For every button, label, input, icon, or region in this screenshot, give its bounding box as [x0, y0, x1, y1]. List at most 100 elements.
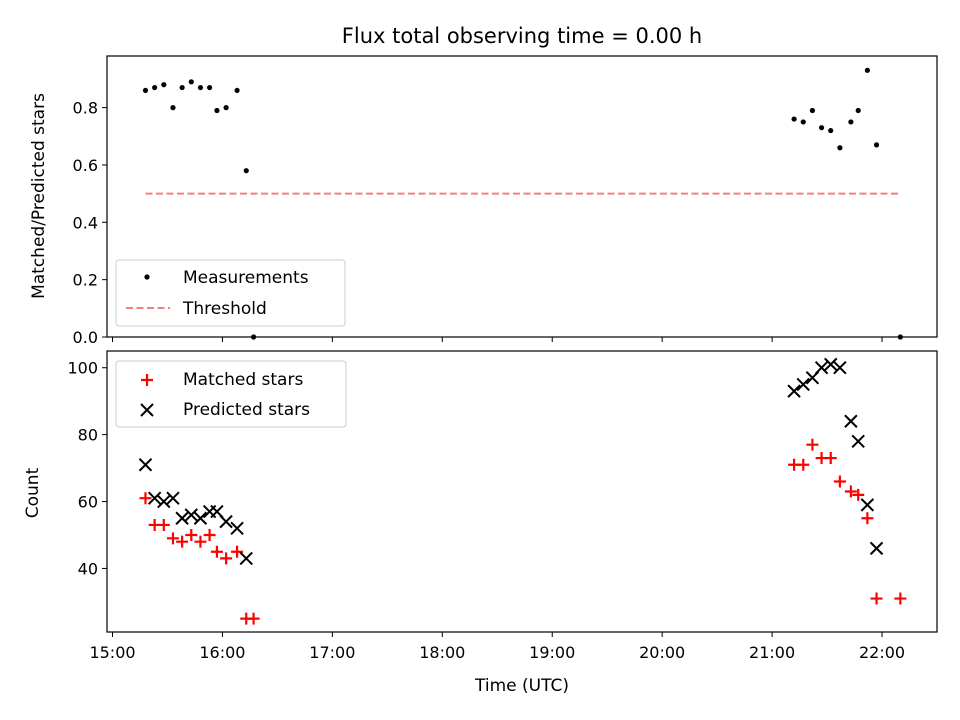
measurements-point-16	[818, 125, 825, 131]
predicted-stars-point-10	[230, 521, 244, 536]
count-x-tick-label-1: 16:00	[199, 643, 245, 662]
measurements-point-15	[809, 107, 816, 114]
predicted-stars-point-21	[869, 541, 884, 556]
measurements-point-4	[179, 84, 185, 91]
count-x-tick-label-0: 15:00	[89, 643, 135, 662]
ratio-y-tick-label-3: 0.6	[73, 156, 98, 175]
count-panel: Count Time (UTC) 40 60 80 100 15:00 16:00 17:0…	[23, 350, 938, 696]
ratio-panel: Flux total observing time = 0.00 h Match…	[29, 24, 938, 347]
predicted-stars-legend-marker	[140, 403, 154, 417]
predicted-stars-point-19	[851, 434, 865, 449]
matched-stars-point-4	[176, 535, 189, 548]
count-x-tick-label-3: 18:00	[419, 643, 465, 662]
count-legend-box	[115, 360, 347, 428]
predicted-stars-point-18	[844, 414, 858, 428]
matched-stars-point-2	[157, 518, 170, 531]
ratio-y-axis-label: Matched/Predicted stars	[29, 93, 49, 299]
ratio-axes-frame	[106, 55, 938, 338]
measurements-point-9	[223, 105, 229, 111]
measurements-legend-marker	[144, 274, 150, 280]
matched-stars-point-8	[210, 545, 223, 558]
matched-stars-point-15	[806, 438, 819, 451]
measurements-point-18	[837, 145, 843, 151]
predicted-stars-point-9	[219, 514, 233, 529]
count-y-tick-label-2: 80	[78, 426, 98, 445]
matched-stars-point-5	[185, 528, 198, 541]
threshold-legend-label: Threshold	[182, 299, 267, 319]
measurements-point-11	[243, 168, 249, 174]
matched-stars-point-23	[894, 592, 907, 605]
ratio-y-tick-label-0: 0.0	[73, 328, 98, 347]
count-legend: Matched stars Predicted stars	[115, 360, 347, 428]
measurements-point-0	[142, 87, 149, 94]
count-x-tick-label-6: 21:00	[749, 643, 795, 662]
measurements-point-22	[873, 142, 880, 148]
count-axis-ticks: 40 60 80 100 15:00 16:00 17:00 18:00 19:00 20:00 2…	[67, 359, 905, 662]
measurements-legend-label: Measurements	[183, 268, 309, 288]
ratio-y-tick-label-2: 0.4	[73, 213, 98, 232]
measurements-point-17	[828, 127, 834, 134]
matched-stars-point-21	[861, 512, 874, 525]
predicted-stars-point-16	[824, 357, 838, 372]
predicted-stars-point-17	[833, 361, 847, 375]
measurements-point-2	[161, 82, 167, 88]
count-y-tick-label-0: 40	[78, 559, 98, 578]
count-y-axis-label: Count	[23, 467, 43, 518]
measurements-point-5	[188, 79, 194, 85]
count-axes-frame	[106, 350, 938, 633]
matched-stars-point-22	[870, 592, 883, 605]
predicted-stars-point-13	[796, 377, 810, 392]
matched-stars-point-12	[247, 612, 260, 625]
predicted-stars-point-20	[860, 498, 875, 512]
predicted-stars-point-0	[138, 458, 153, 472]
measurements-point-14	[800, 119, 806, 125]
matched-stars-point-19	[844, 485, 857, 498]
predicted-stars-legend-label: Predicted stars	[183, 400, 310, 420]
matched-stars-legend-label: Matched stars	[183, 370, 303, 390]
measurements-point-19	[848, 119, 854, 125]
matched-stars-point-18	[833, 475, 846, 488]
measurements-point-7	[207, 84, 213, 91]
ratio-legend-box	[115, 259, 346, 327]
count-y-tick-label-1: 60	[78, 493, 98, 512]
count-y-tick-label-3: 100	[67, 359, 98, 378]
predicted-stars-point-11	[239, 551, 253, 566]
matched-stars-point-14	[797, 458, 810, 471]
count-x-axis-label: Time (UTC)	[474, 676, 569, 696]
measurements-point-21	[864, 67, 870, 73]
matched-stars-point-9	[220, 552, 233, 565]
matched-stars-point-17	[824, 452, 837, 465]
ratio-panel-title: Flux total observing time = 0.00 h	[342, 24, 702, 48]
predicted-stars-point-1	[147, 491, 162, 505]
measurements-point-10	[234, 87, 240, 94]
matched-stars-point-3	[166, 532, 179, 545]
ratio-plot-area	[142, 67, 903, 340]
matched-stars-point-20	[852, 488, 865, 501]
predicted-stars-point-15	[814, 361, 829, 375]
ratio-legend: Measurements Threshold	[115, 259, 346, 327]
measurements-point-20	[855, 107, 861, 114]
predicted-stars-point-5	[184, 508, 198, 522]
measurements-point-3	[170, 105, 176, 111]
predicted-stars-point-3	[166, 491, 180, 505]
measurements-point-6	[197, 84, 204, 91]
predicted-stars-point-12	[787, 384, 801, 398]
measurements-point-1	[152, 84, 158, 91]
matched-stars-point-7	[203, 528, 216, 541]
ratio-y-tick-label-1: 0.2	[73, 271, 98, 290]
matched-stars-legend-marker	[141, 374, 153, 386]
count-x-tick-label-5: 20:00	[639, 643, 685, 662]
matched-stars-point-6	[194, 535, 207, 548]
count-plot-area	[138, 357, 907, 625]
predicted-stars-point-4	[175, 511, 189, 525]
ratio-axis-ticks: 0.0 0.2 0.4 0.6 0.8	[73, 99, 883, 347]
measurements-point-13	[791, 116, 797, 122]
predicted-stars-point-6	[193, 511, 208, 525]
count-x-tick-label-2: 17:00	[309, 643, 355, 662]
predicted-stars-point-2	[157, 494, 171, 509]
count-x-tick-label-4: 19:00	[529, 643, 575, 662]
matched-stars-point-0	[139, 492, 152, 505]
matched-stars-point-10	[231, 545, 244, 558]
